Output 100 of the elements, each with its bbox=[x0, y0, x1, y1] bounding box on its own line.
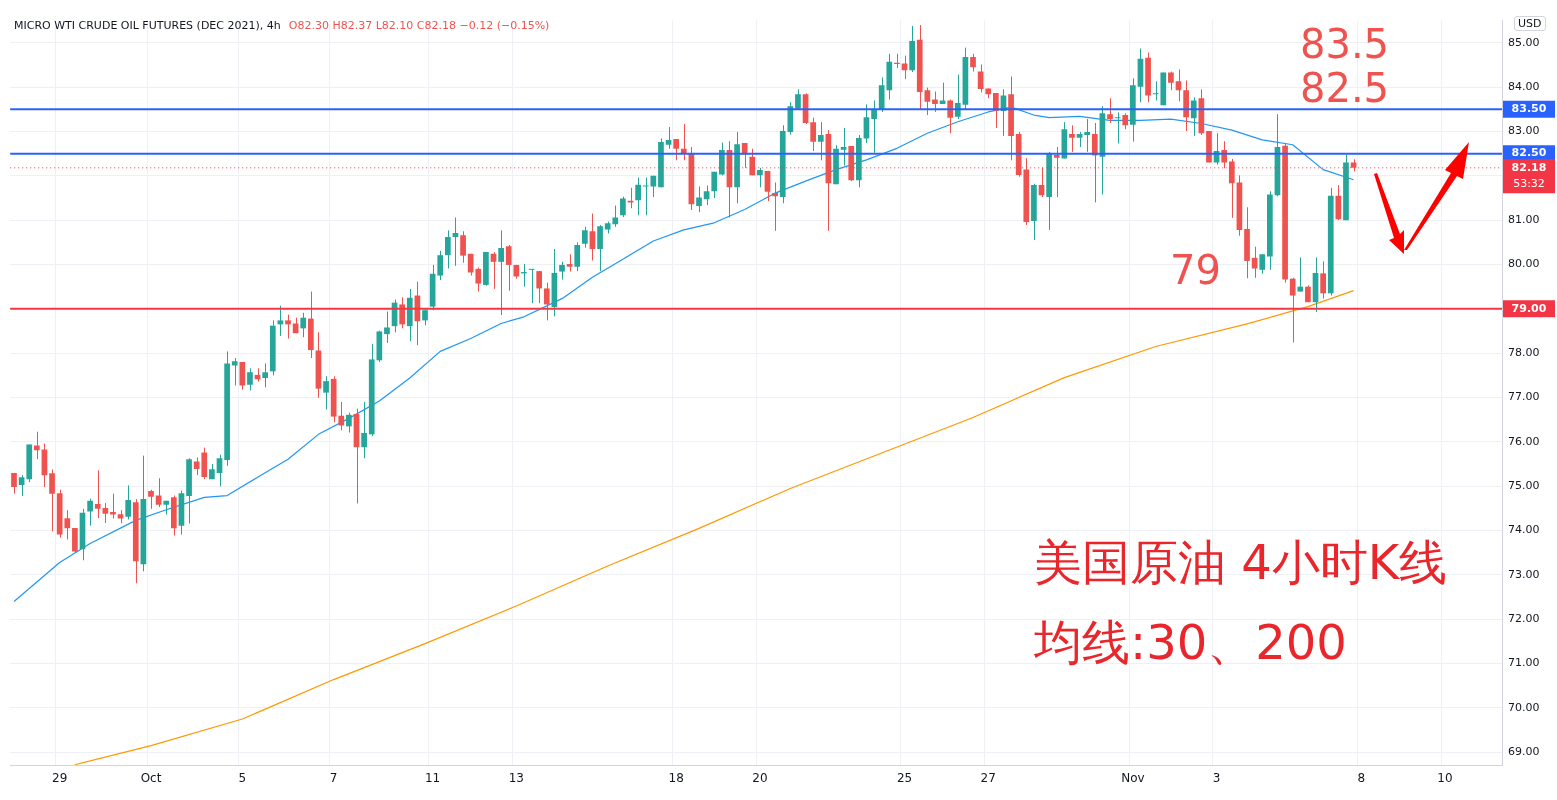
x-tick-label: 13 bbox=[508, 770, 524, 785]
annotation: 79 bbox=[1170, 247, 1221, 293]
x-tick-label: 25 bbox=[896, 770, 913, 785]
candlestick bbox=[543, 282, 550, 321]
y-tick-label: 84.00 bbox=[1508, 79, 1540, 93]
chart-subtitle: O82.30 H82.37 L82.10 C82.18 −0.12 (−0.15%) bbox=[288, 19, 550, 32]
candlestick bbox=[1091, 122, 1098, 203]
x-tick-label: Oct bbox=[140, 770, 162, 785]
candlestick bbox=[33, 431, 40, 460]
text: 53:32 bbox=[1513, 176, 1545, 190]
candlestick bbox=[399, 296, 406, 329]
candlestick bbox=[810, 117, 817, 152]
ref-line-label: 82.50 bbox=[1511, 146, 1547, 160]
candlestick bbox=[635, 177, 641, 216]
candlestick bbox=[840, 127, 847, 167]
candlestick bbox=[871, 99, 877, 154]
candlestick bbox=[1228, 158, 1235, 219]
x-tick-label: 5 bbox=[238, 770, 247, 785]
y-tick-label: 72.00 bbox=[1508, 612, 1540, 626]
candlestick bbox=[1190, 96, 1197, 137]
y-tick-label: 85.00 bbox=[1508, 35, 1540, 49]
candlestick bbox=[505, 244, 512, 292]
candlestick bbox=[711, 171, 718, 199]
candlestick bbox=[581, 226, 588, 249]
candlestick bbox=[110, 493, 116, 520]
candlestick bbox=[696, 185, 702, 213]
ref-line-label: 82.18 bbox=[1511, 160, 1547, 174]
candlestick bbox=[772, 181, 778, 232]
ref-line-label: 83.50 bbox=[1511, 102, 1547, 116]
y-tick-label: 71.00 bbox=[1508, 656, 1540, 670]
candlestick bbox=[361, 401, 367, 459]
y-tick-label: 80.00 bbox=[1508, 257, 1540, 271]
candlestick bbox=[1259, 253, 1266, 275]
annotation: 均线:30、200 bbox=[1034, 614, 1347, 670]
candlestick bbox=[384, 311, 390, 344]
candlestick bbox=[125, 484, 132, 520]
candlestick bbox=[346, 412, 352, 434]
ref-line-label: 79.00 bbox=[1511, 301, 1547, 315]
candlestick bbox=[18, 474, 25, 497]
x-tick-label: 7 bbox=[329, 770, 338, 785]
x-tick-label: Nov bbox=[1121, 770, 1145, 785]
y-tick-label: 76.00 bbox=[1508, 434, 1540, 448]
candlestick bbox=[597, 224, 603, 272]
candlestick bbox=[444, 229, 451, 269]
candlestick bbox=[993, 92, 999, 129]
annotation: 82.5 bbox=[1300, 65, 1390, 111]
candlestick bbox=[574, 241, 581, 272]
x-tick-label: 10 bbox=[1437, 770, 1453, 785]
candlestick bbox=[1107, 97, 1113, 124]
candlestick bbox=[939, 82, 946, 105]
candlestick bbox=[323, 375, 329, 411]
candlestick bbox=[757, 167, 763, 188]
candlestick bbox=[620, 196, 626, 218]
candlestick bbox=[148, 489, 154, 510]
candlestick bbox=[863, 103, 870, 144]
candlestick bbox=[49, 468, 55, 532]
candlestick bbox=[72, 527, 78, 554]
chart-title: MICRO WTI CRUDE OIL FUTURES (DEC 2021), 4h bbox=[14, 19, 281, 32]
x-tick-label: 27 bbox=[980, 770, 996, 785]
y-tick-label: 81.00 bbox=[1508, 213, 1540, 227]
candlestick bbox=[437, 250, 444, 281]
candlestick bbox=[1320, 260, 1326, 300]
y-tick-label: 69.00 bbox=[1508, 745, 1540, 759]
x-tick-label: 3 bbox=[1212, 770, 1221, 785]
x-tick-label: 20 bbox=[752, 770, 768, 785]
y-tick-label: 83.00 bbox=[1508, 124, 1540, 138]
x-tick-label: 8 bbox=[1357, 770, 1366, 785]
y-tick-label: 70.00 bbox=[1508, 700, 1540, 714]
candlestick bbox=[262, 362, 269, 388]
x-tick-label: 29 bbox=[52, 770, 68, 785]
candlestick bbox=[954, 74, 961, 120]
candlestick bbox=[87, 498, 93, 527]
candlestick bbox=[1289, 277, 1296, 344]
candlestick bbox=[1053, 146, 1060, 198]
annotation: 美国原油 4小时K线 bbox=[1034, 534, 1448, 590]
y-tick-label: 75.00 bbox=[1508, 479, 1540, 493]
y-axis-title: USD bbox=[1514, 16, 1546, 31]
candlestick bbox=[932, 91, 938, 113]
x-tick-label: 18 bbox=[668, 770, 684, 785]
candlestick bbox=[817, 121, 824, 161]
candlestick bbox=[498, 229, 504, 316]
candlestick bbox=[536, 270, 543, 304]
y-tick-label: 78.00 bbox=[1508, 346, 1540, 360]
y-tick-label: 73.00 bbox=[1508, 567, 1540, 581]
candlestick bbox=[673, 138, 680, 161]
candlestick bbox=[239, 361, 246, 391]
candlestick bbox=[460, 230, 466, 264]
candlestick bbox=[1297, 256, 1304, 293]
x-tick-label: 11 bbox=[424, 770, 441, 785]
candlestick bbox=[285, 314, 291, 340]
candlestick bbox=[247, 367, 253, 391]
y-tick-label: 77.00 bbox=[1508, 390, 1540, 404]
candlestick bbox=[749, 148, 756, 176]
candlestick bbox=[300, 312, 307, 338]
candlestick bbox=[1084, 118, 1091, 153]
candlestick bbox=[231, 357, 238, 387]
candlestick bbox=[947, 99, 954, 134]
annotation: 83.5 bbox=[1300, 21, 1390, 67]
candlestick bbox=[1069, 124, 1075, 153]
y-tick-label: 74.00 bbox=[1508, 523, 1540, 537]
